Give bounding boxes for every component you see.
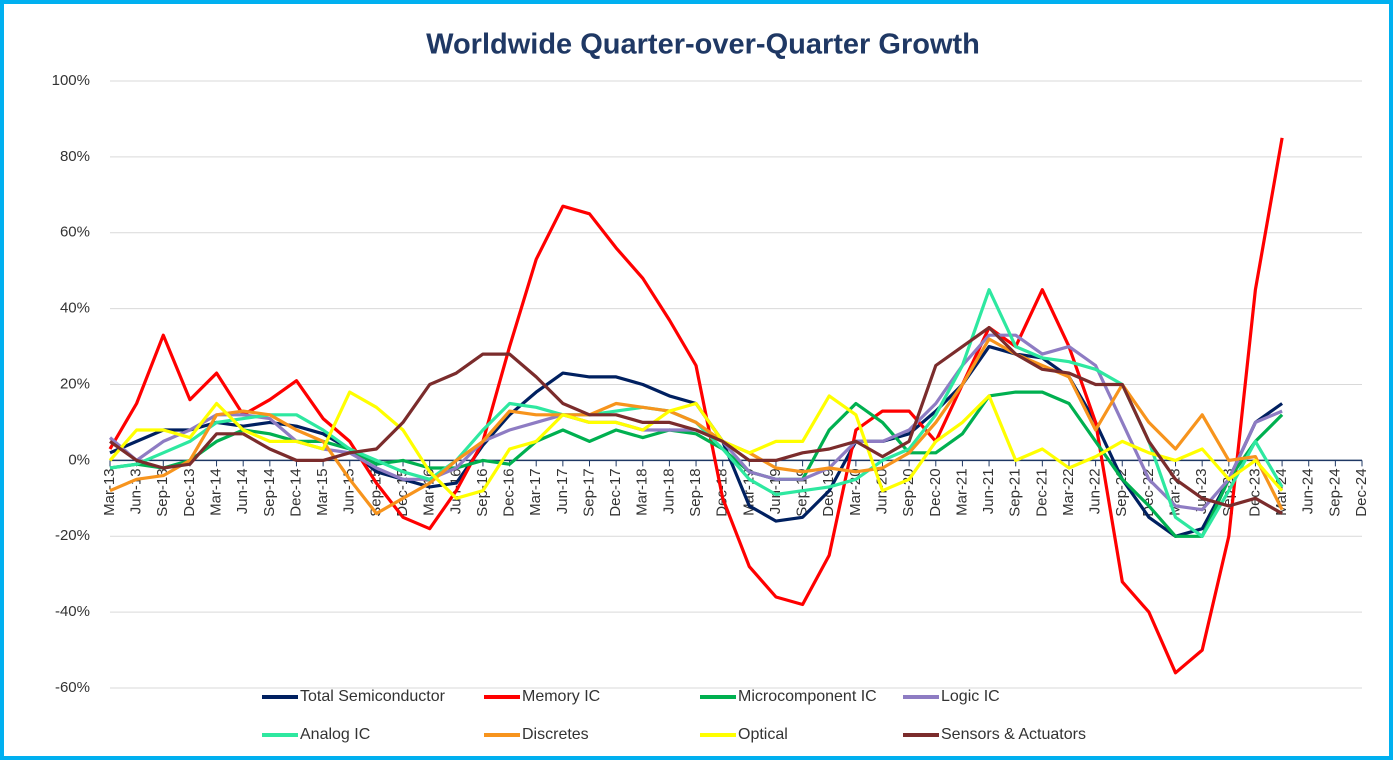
y-tick-label: 100% — [52, 72, 90, 89]
x-tick-label: Dec-17 — [607, 468, 624, 516]
legend-label: Sensors & Actuators — [941, 726, 1086, 743]
x-tick-label: Sep-21 — [1007, 468, 1024, 516]
legend-label: Optical — [738, 726, 788, 743]
legend-label: Analog IC — [300, 726, 370, 743]
chart-title: Worldwide Quarter-over-Quarter Growth — [426, 29, 980, 61]
x-tick-label: Mar-15 — [314, 468, 331, 516]
x-tick-label: Sep-17 — [580, 468, 597, 516]
x-tick-label: Sep-22 — [1113, 468, 1130, 516]
series-line — [108, 137, 1284, 675]
x-tick-label: Sep-14 — [261, 468, 278, 516]
legend-label: Logic IC — [941, 688, 1000, 705]
series-line — [109, 390, 1284, 538]
x-tick-label: Jun-13 — [128, 468, 145, 514]
x-tick-label: Mar-21 — [953, 468, 970, 516]
legend-label: Total Semiconductor — [300, 688, 446, 705]
x-tick-label: Jun-23 — [1193, 468, 1210, 514]
x-tick-label: Dec-24 — [1353, 468, 1370, 516]
x-tick-label: Dec-13 — [181, 468, 198, 516]
x-tick-label: Mar-17 — [527, 468, 544, 516]
x-tick-label: Mar-14 — [208, 468, 225, 516]
legend-label: Microcomponent IC — [738, 688, 877, 705]
x-tick-label: Jun-15 — [341, 468, 358, 514]
x-tick-label: Mar-22 — [1060, 468, 1077, 516]
x-tick-label: Dec-21 — [1033, 468, 1050, 516]
x-tick-label: Jun-24 — [1300, 468, 1317, 514]
x-tick-label: Jun-21 — [980, 468, 997, 514]
x-tick-label: Mar-13 — [101, 468, 118, 516]
x-tick-label: Sep-20 — [900, 468, 917, 516]
x-tick-label: Mar-18 — [634, 468, 651, 516]
x-tick-label: Jun-22 — [1087, 468, 1104, 514]
y-tick-label: -60% — [55, 679, 90, 696]
x-tick-label: Sep-18 — [687, 468, 704, 516]
x-tick-label: Dec-16 — [501, 468, 518, 516]
legend-label: Discretes — [522, 726, 589, 743]
x-tick-label: Dec-22 — [1140, 468, 1157, 516]
y-tick-label: 40% — [60, 300, 90, 317]
y-tick-label: 80% — [60, 148, 90, 165]
legend-label: Memory IC — [522, 688, 600, 705]
y-tick-label: 0% — [68, 451, 90, 468]
x-tick-label: Sep-16 — [474, 468, 491, 516]
series-line — [109, 326, 1283, 515]
x-tick-label: Sep-24 — [1326, 468, 1343, 516]
y-tick-label: 60% — [60, 224, 90, 241]
x-tick-label: Dec-23 — [1246, 468, 1263, 516]
y-tick-label: -40% — [55, 603, 90, 620]
y-tick-label: 20% — [60, 375, 90, 392]
series-line — [109, 337, 1284, 516]
y-tick-label: -20% — [55, 527, 90, 544]
x-tick-label: Sep-13 — [154, 468, 171, 516]
x-tick-label: Jun-14 — [234, 468, 251, 514]
series-line — [108, 390, 1284, 500]
x-tick-label: Mar-23 — [1167, 468, 1184, 516]
x-tick-label: Sep-15 — [367, 468, 384, 516]
x-tick-label: Jun-17 — [554, 468, 571, 514]
x-tick-label: Dec-14 — [287, 468, 304, 516]
x-tick-label: Dec-20 — [927, 468, 944, 516]
x-tick-label: Jun-18 — [660, 468, 677, 514]
